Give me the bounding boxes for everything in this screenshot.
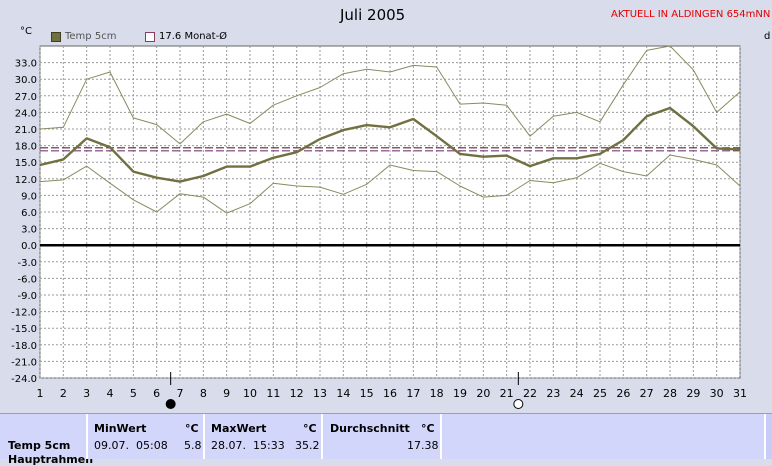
y-tick-label: 27.0 [15,92,37,103]
y-axis-unit: °C [20,26,32,37]
x-tick-label: 21 [500,387,514,400]
stats-divider [321,414,323,459]
series-lines [39,45,741,214]
moon-phase-markers [165,372,524,409]
x-tick-label: 31 [733,387,747,400]
stats-divider [203,414,205,459]
chart-title: Juli 2005 [340,6,406,24]
full-moon-icon [513,399,524,409]
y-tick-label: -6.0 [17,274,37,285]
stats-avg-col: Durchschnitt °C 17.38 [323,414,440,459]
max-unit: °C [303,422,317,435]
max-value: 35.2 [295,439,320,452]
min-value: 5.8 [184,439,202,452]
x-tick-label: 1 [37,387,44,400]
right-edge-label: d [764,31,771,42]
new-moon-icon [165,399,176,409]
y-tick-label: 0.0 [21,241,37,252]
x-tick-label: 9 [223,387,230,400]
x-tick-label: 3 [83,387,90,400]
y-tick-label: 18.0 [15,142,37,153]
x-tick-label: 29 [686,387,700,400]
x-tick-label: 10 [243,387,257,400]
x-tick-label: 5 [130,387,137,400]
y-tick-label: 30.0 [15,75,37,86]
x-tick-label: 14 [336,387,350,400]
x-tick-label: 27 [640,387,654,400]
min-time: 05:08 [136,439,168,452]
y-tick-label: 21.0 [15,125,37,136]
y-tick-label: -15.0 [11,324,37,335]
stats-divider [86,414,88,459]
x-tick-label: 22 [523,387,537,400]
x-tick-labels: 1 2 3 4 5 6 7 8 9 10 11 12 13 14 15 16 17 18 19 20 21 22 23 24 2… [37,387,748,400]
x-tick-label: 25 [593,387,607,400]
y-tick-label: -21.0 [11,357,37,368]
max-header: MaxWert [211,422,267,435]
avg-value: 17.38 [407,439,439,452]
stats-max-col: MaxWert °C 28.07. 15:33 35.2 [205,414,321,459]
x-tick-label: 4 [107,387,114,400]
stats-empty-col [442,414,764,459]
x-tick-label: 2 [60,387,67,400]
x-tick-label: 11 [266,387,280,400]
stats-divider [440,414,442,459]
x-tick-label: 24 [570,387,584,400]
x-tick-label: 12 [290,387,304,400]
x-tick-label: 6 [153,387,160,400]
y-tick-labels: -24.0 -21.0 -18.0 -15.0 -12.0 -9.0 -6.0 -3.0 0.0… [11,59,37,385]
x-tick-label: 7 [177,387,184,400]
min-header: MinWert [94,422,147,435]
y-tick-label: -9.0 [17,291,37,302]
legend-swatch-monthly-avg [145,31,155,42]
y-tick-label: -3.0 [17,258,37,269]
x-tick-label: 16 [383,387,397,400]
avg-header: Durchschnitt [330,422,410,435]
legend-item-monthly-avg: 17.6 Monat-Ø [145,31,227,42]
avg-unit: °C [421,422,435,435]
stats-row-label-2: Hauptrahmen [8,453,94,466]
stats-panel: Temp 5cm Hauptrahmen MinWert °C 09.07. 0… [0,413,772,466]
chart-svg: -24.0 -21.0 -18.0 -15.0 -12.0 -9.0 -6.0 -3.0 0.0… [11,45,748,409]
legend-swatch-temp [51,31,61,42]
max-time: 15:33 [253,439,285,452]
y-tick-label: -12.0 [11,308,37,319]
stats-divider [764,414,766,459]
series-line-avg [39,106,741,183]
stats-min-col: MinWert °C 09.07. 05:08 5.8 [88,414,203,459]
y-tick-label: -18.0 [11,341,37,352]
y-tick-label: 6.0 [21,208,37,219]
y-tick-label: 15.0 [15,158,37,169]
y-tick-label: 24.0 [15,108,37,119]
x-tick-label: 19 [453,387,467,400]
x-tick-label: 23 [546,387,560,400]
y-tick-label: 12.0 [15,175,37,186]
x-tick-label: 30 [710,387,724,400]
min-date: 09.07. [94,439,129,452]
x-tick-label: 20 [476,387,490,400]
x-tick-label: 28 [663,387,677,400]
legend-label-monthly-avg: 17.6 Monat-Ø [159,31,228,42]
y-tick-label: 33.0 [15,59,37,70]
x-tick-label: 26 [616,387,630,400]
series-line-max [39,45,741,145]
series-line-min [39,154,741,214]
x-tick-label: 13 [313,387,327,400]
max-date: 28.07. [211,439,246,452]
y-tick-label: 3.0 [21,225,37,236]
stats-row-label: Temp 5cm [8,439,71,452]
y-tick-label: -24.0 [11,374,37,385]
x-tick-label: 17 [406,387,420,400]
x-tick-label: 18 [430,387,444,400]
x-tick-label: 8 [200,387,207,400]
stats-label-col: Temp 5cm Hauptrahmen [0,414,93,466]
legend-label-temp: Temp 5cm [65,31,117,42]
legend-item-temp: Temp 5cm [51,31,116,42]
min-unit: °C [185,422,199,435]
x-tick-label: 15 [360,387,374,400]
y-tick-label: 9.0 [21,191,37,202]
station-label: AKTUELL IN ALDINGEN 654mNN [611,9,771,20]
